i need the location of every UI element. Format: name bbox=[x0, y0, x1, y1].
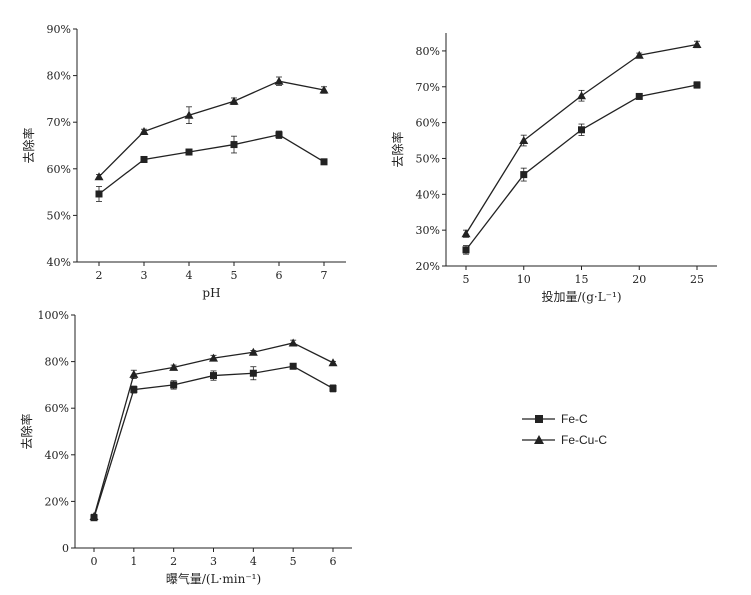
data-point-triangle bbox=[319, 85, 329, 94]
data-point-triangle bbox=[288, 338, 298, 347]
x-tick-label: 20 bbox=[632, 273, 646, 286]
series-fe-cu-c bbox=[89, 338, 338, 521]
data-point-triangle bbox=[461, 229, 471, 238]
x-tick-label: 4 bbox=[250, 555, 257, 568]
data-point-triangle bbox=[519, 136, 529, 145]
x-tick-label: 2 bbox=[170, 555, 177, 568]
data-point-square bbox=[520, 171, 528, 179]
y-axis-title: 去除率 bbox=[390, 131, 405, 167]
data-point-square bbox=[170, 381, 178, 389]
x-tick-label: 6 bbox=[330, 555, 337, 568]
data-point-square bbox=[230, 141, 238, 149]
x-tick-label: 5 bbox=[463, 273, 470, 286]
data-point-square bbox=[578, 126, 585, 134]
data-point-square bbox=[185, 148, 193, 156]
chart-aeration: 0 20% 40% 60% 80% 100% 0 1 2 3 4 5 6 曝气量/(L·min⁻¹) 去除率 bbox=[19, 309, 352, 586]
legend-item-fe-cu-c: Fe-Cu-C bbox=[522, 433, 607, 447]
y-tick-label: 80% bbox=[416, 45, 440, 58]
x-tick-label: 1 bbox=[130, 555, 137, 568]
series-fe-c bbox=[90, 362, 337, 522]
y-tick-label: 80% bbox=[47, 70, 71, 83]
x-tick-label: 5 bbox=[231, 269, 238, 282]
data-point-triangle bbox=[89, 512, 99, 521]
y-tick-label: 70% bbox=[47, 116, 71, 129]
legend-label-fe-cu-c: Fe-Cu-C bbox=[561, 433, 607, 447]
y-tick-label: 20% bbox=[416, 260, 440, 273]
y-axis-title: 去除率 bbox=[21, 127, 36, 163]
chart-ph: 40% 50% 60% 70% 80% 90% 2 3 4 5 6 7 pH 去除率 bbox=[21, 23, 346, 300]
data-point-square bbox=[95, 190, 103, 198]
y-tick-label: 0 bbox=[62, 542, 69, 555]
legend: Fe-C Fe-Cu-C bbox=[522, 412, 607, 447]
data-point-triangle bbox=[577, 91, 586, 100]
series-line bbox=[98, 134, 325, 195]
data-point-triangle bbox=[229, 96, 239, 105]
data-point-square bbox=[249, 369, 257, 377]
y-tick-label: 40% bbox=[45, 449, 69, 462]
data-point-square bbox=[320, 158, 328, 166]
data-point-triangle bbox=[129, 369, 139, 378]
y-tick-label: 40% bbox=[416, 188, 440, 201]
data-point-square bbox=[329, 384, 337, 392]
series-line bbox=[98, 80, 325, 178]
y-tick-label: 50% bbox=[47, 209, 71, 222]
y-tick-label: 20% bbox=[45, 495, 69, 508]
legend-label-fe-c: Fe-C bbox=[561, 412, 588, 426]
y-tick-label: 30% bbox=[416, 224, 440, 237]
data-point-triangle bbox=[209, 353, 218, 362]
x-tick-label: 3 bbox=[141, 269, 148, 282]
series-fe-cu-c bbox=[94, 76, 329, 181]
x-tick-label: 7 bbox=[321, 269, 328, 282]
data-point-square bbox=[289, 362, 297, 370]
x-tick-label: 2 bbox=[96, 269, 103, 282]
y-tick-label: 40% bbox=[47, 256, 71, 269]
y-axis-title: 去除率 bbox=[19, 413, 34, 449]
data-point-triangle bbox=[634, 50, 644, 59]
y-tick-label: 60% bbox=[47, 163, 71, 176]
legend-triangle-marker bbox=[534, 435, 544, 444]
data-point-triangle bbox=[274, 76, 284, 85]
data-point-square bbox=[275, 131, 283, 139]
x-tick-label: 3 bbox=[210, 555, 217, 568]
data-point-triangle bbox=[248, 347, 258, 356]
x-axis-title: 投加量/(g·L⁻¹) bbox=[541, 289, 621, 304]
x-tick-label: 0 bbox=[91, 555, 98, 568]
data-point-square bbox=[140, 155, 148, 163]
y-tick-label: 90% bbox=[47, 23, 71, 36]
data-point-triangle bbox=[328, 358, 338, 367]
data-point-triangle bbox=[692, 39, 702, 48]
x-tick-label: 6 bbox=[276, 269, 283, 282]
series-fe-c bbox=[462, 81, 701, 255]
data-point-triangle bbox=[139, 127, 149, 136]
x-tick-label: 15 bbox=[575, 273, 589, 286]
data-point-square bbox=[693, 81, 701, 89]
chart-dosage: 20% 30% 40% 50% 60% 70% 80% 5 10 15 20 25 投加量/(g·L⁻¹… bbox=[390, 33, 717, 304]
legend-item-fe-c: Fe-C bbox=[522, 412, 588, 426]
data-point-triangle bbox=[184, 110, 194, 119]
x-tick-label: 10 bbox=[517, 273, 531, 286]
y-tick-label: 100% bbox=[38, 309, 69, 322]
y-tick-label: 60% bbox=[416, 117, 440, 130]
data-point-square bbox=[210, 372, 217, 380]
data-point-square bbox=[462, 246, 470, 254]
data-point-triangle bbox=[94, 172, 104, 181]
x-tick-label: 5 bbox=[290, 555, 297, 568]
x-axis-title: 曝气量/(L·min⁻¹) bbox=[166, 571, 261, 586]
x-tick-label: 4 bbox=[186, 269, 193, 282]
data-point-square bbox=[130, 386, 138, 394]
x-tick-label: 25 bbox=[690, 273, 704, 286]
series-line bbox=[465, 84, 698, 251]
y-tick-label: 60% bbox=[45, 402, 69, 415]
y-tick-label: 50% bbox=[416, 152, 440, 165]
data-point-triangle bbox=[169, 362, 179, 371]
legend-square-marker bbox=[535, 415, 543, 423]
series-fe-cu-c bbox=[461, 39, 702, 238]
data-point-square bbox=[635, 92, 643, 100]
x-axis-title: pH bbox=[202, 286, 220, 300]
y-tick-label: 70% bbox=[416, 81, 440, 94]
series-fe-c bbox=[95, 130, 328, 202]
y-tick-label: 80% bbox=[45, 356, 69, 369]
